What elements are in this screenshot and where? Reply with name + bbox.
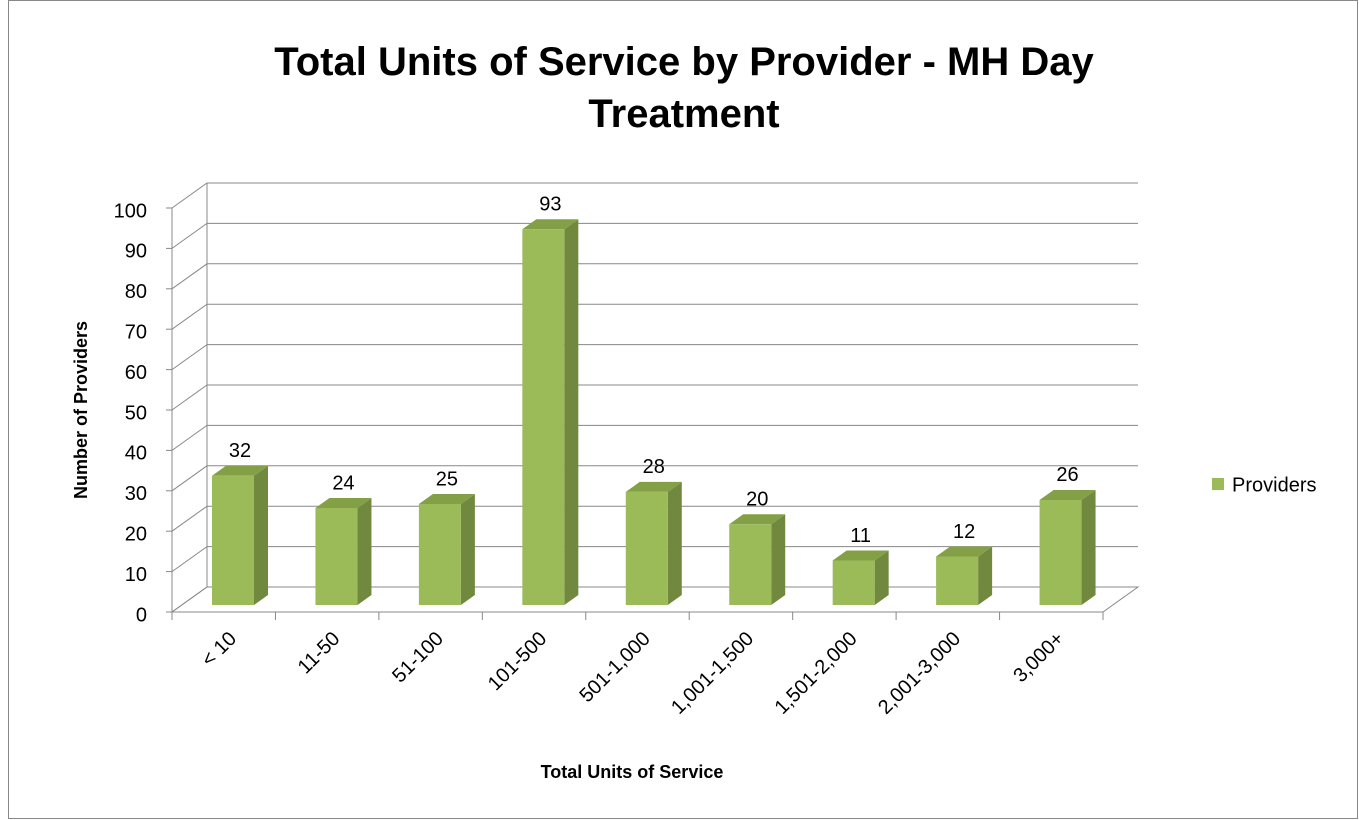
bar-front bbox=[729, 524, 772, 605]
grid-line bbox=[171, 182, 1138, 209]
grid-line bbox=[171, 384, 1138, 411]
bar-front bbox=[936, 556, 979, 605]
data-label: 20 bbox=[746, 488, 768, 510]
bar bbox=[1039, 489, 1096, 605]
legend-swatch bbox=[1212, 478, 1224, 490]
bar bbox=[418, 494, 475, 605]
bar-top bbox=[936, 546, 993, 557]
chart-title: Total Units of Service by Provider - MH … bbox=[274, 40, 1094, 136]
data-label: 24 bbox=[332, 472, 354, 494]
grid-line bbox=[171, 303, 1138, 330]
y-tick-label: 100 bbox=[114, 200, 147, 222]
x-axis-title: Total Units of Service bbox=[541, 762, 724, 782]
bar-top bbox=[522, 219, 579, 230]
bar-top bbox=[625, 481, 682, 492]
y-tick-label: 20 bbox=[125, 523, 147, 545]
grid-line bbox=[171, 344, 1138, 371]
bar-side bbox=[254, 465, 268, 605]
bar bbox=[936, 546, 993, 605]
y-tick-label: 30 bbox=[125, 483, 147, 505]
bar-front bbox=[315, 508, 358, 605]
y-tick-label: 40 bbox=[125, 443, 147, 465]
chart-border bbox=[8, 0, 1358, 819]
bar bbox=[522, 219, 579, 605]
bar-side bbox=[564, 219, 579, 605]
data-label: 32 bbox=[229, 440, 251, 462]
bar bbox=[625, 481, 682, 605]
bar-front bbox=[418, 504, 461, 605]
bar bbox=[729, 514, 786, 605]
data-label: 93 bbox=[539, 194, 561, 216]
bar-top bbox=[315, 498, 372, 509]
bar-front bbox=[1039, 499, 1082, 605]
bar bbox=[212, 465, 268, 605]
data-label: 25 bbox=[436, 468, 458, 490]
bar-side bbox=[771, 514, 786, 605]
grid-line bbox=[171, 222, 1138, 249]
bar-side bbox=[1081, 489, 1096, 605]
grid-line bbox=[171, 424, 1138, 451]
bar bbox=[315, 498, 372, 605]
bar-side bbox=[667, 481, 682, 605]
bar-front bbox=[832, 560, 875, 605]
y-tick-label: 70 bbox=[125, 321, 147, 343]
bar-front bbox=[522, 229, 565, 605]
y-tick-label: 80 bbox=[125, 281, 147, 303]
data-label: 26 bbox=[1056, 464, 1078, 486]
y-axis-title: Number of Providers bbox=[71, 321, 91, 499]
y-tick-label: 10 bbox=[125, 564, 147, 586]
bar-side bbox=[978, 546, 993, 605]
bar-side bbox=[874, 550, 889, 605]
grid-line bbox=[171, 263, 1138, 290]
bar-top bbox=[418, 494, 475, 504]
grid-line bbox=[171, 586, 1138, 613]
bar-top bbox=[729, 514, 786, 525]
y-tick-label: 0 bbox=[136, 604, 147, 626]
bar bbox=[832, 550, 889, 605]
y-tick-label: 50 bbox=[125, 402, 147, 424]
bar-top bbox=[832, 550, 889, 561]
bar-side bbox=[357, 498, 372, 605]
bar-front bbox=[625, 491, 668, 605]
y-tick-label: 90 bbox=[125, 241, 147, 263]
legend-label: Providers bbox=[1232, 474, 1316, 496]
bar-top bbox=[212, 465, 268, 476]
data-label: 28 bbox=[643, 456, 665, 478]
grid-line bbox=[171, 465, 1138, 492]
bar-side bbox=[460, 494, 475, 605]
bar-top bbox=[1039, 489, 1096, 500]
data-label: 11 bbox=[850, 525, 871, 547]
bar-front bbox=[212, 475, 254, 605]
y-tick-label: 60 bbox=[125, 362, 147, 384]
data-label: 12 bbox=[953, 521, 975, 543]
grid-line bbox=[171, 546, 1138, 573]
grid-line bbox=[171, 505, 1138, 532]
